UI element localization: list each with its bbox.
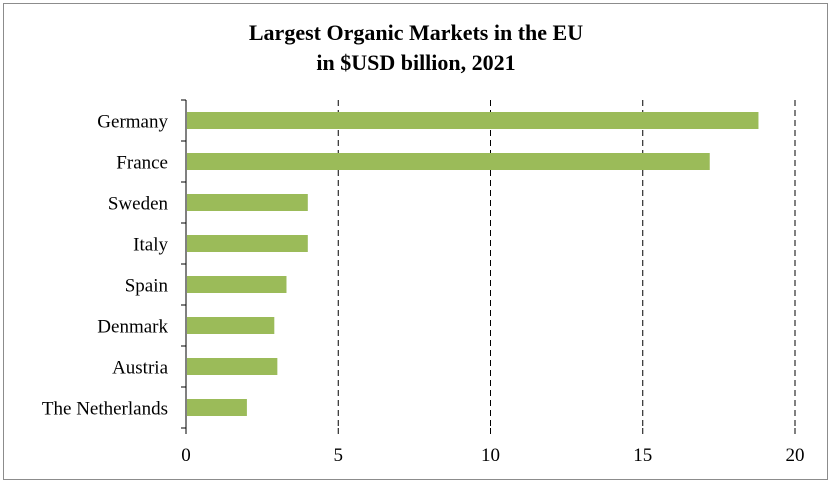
x-tick-label: 20 [786, 445, 805, 466]
bar-sweden [187, 194, 308, 211]
x-tick-label: 10 [481, 445, 500, 466]
bar-italy [187, 235, 308, 252]
bar-spain [187, 276, 287, 293]
category-label: Denmark [97, 317, 168, 338]
bar-the-netherlands [187, 399, 247, 416]
category-labels: Germany France Sweden Italy Spain Denmark Aust… [42, 112, 169, 420]
x-tick-label: 0 [181, 445, 191, 466]
tick-labels: 0 5 10 15 20 [181, 445, 804, 466]
category-label: Spain [125, 276, 169, 297]
category-label: Italy [133, 235, 168, 256]
category-label: Sweden [108, 194, 169, 215]
category-label: Germany [97, 112, 168, 133]
bar-france [187, 153, 710, 170]
category-label: Austria [112, 358, 169, 379]
axes [181, 99, 796, 434]
gridlines [337, 100, 796, 428]
bar-germany [187, 112, 759, 129]
chart-frame [3, 3, 828, 480]
category-label: France [116, 153, 168, 174]
category-label: The Netherlands [42, 399, 168, 420]
bar-austria [187, 358, 278, 375]
bars [187, 112, 759, 416]
chart-title: Largest Organic Markets in the EU [249, 20, 583, 45]
x-tick-label: 5 [334, 445, 344, 466]
bar-denmark [187, 317, 275, 334]
chart-subtitle: in $USD billion, 2021 [316, 50, 515, 75]
x-tick-label: 15 [633, 445, 652, 466]
